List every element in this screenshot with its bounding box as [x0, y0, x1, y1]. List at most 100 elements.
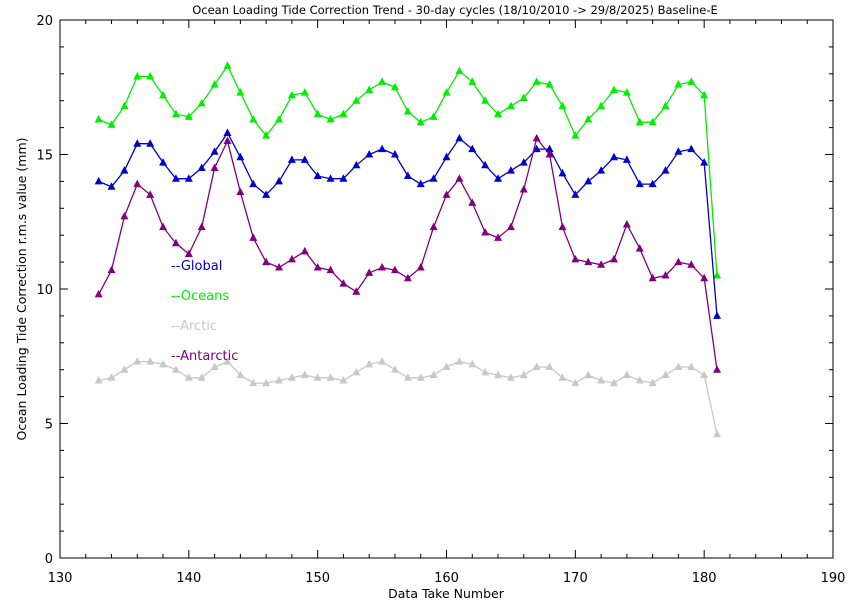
data-point-arctic: [262, 378, 271, 387]
x-tick-label: 180: [692, 571, 717, 586]
data-point-antarctic: [275, 262, 284, 271]
data-point-arctic: [223, 357, 232, 365]
data-point-oceans: [700, 90, 709, 99]
data-point-arctic: [159, 359, 168, 368]
data-point-arctic: [390, 365, 399, 373]
axis-ticks: 130 140 150 160 170 180 190 0 5 10 15 20: [36, 14, 845, 586]
data-point-arctic: [171, 365, 180, 373]
data-point-global: [365, 150, 374, 158]
data-point-oceans: [275, 115, 284, 123]
legend-item-oceans: --Oceans: [171, 289, 229, 304]
data-point-global: [687, 144, 696, 153]
data-point-arctic: [133, 357, 142, 365]
data-point-oceans: [584, 115, 593, 123]
data-point-global: [339, 174, 348, 182]
data-point-global: [519, 158, 528, 166]
data-point-arctic: [236, 370, 245, 379]
series-line-arctic: [98, 360, 718, 435]
data-point-antarctic: [210, 163, 219, 171]
y-tick-label: 10: [36, 283, 53, 298]
data-point-antarctic: [120, 211, 129, 220]
data-point-antarctic: [133, 179, 142, 188]
data-point-global: [648, 179, 657, 188]
data-point-antarctic: [571, 254, 580, 263]
data-point-oceans: [442, 88, 451, 96]
x-tick-label: 150: [305, 571, 330, 586]
data-point-oceans: [326, 115, 335, 123]
data-point-global: [249, 179, 258, 188]
data-point-oceans: [339, 109, 348, 118]
data-point-global: [571, 190, 580, 198]
data-point-antarctic: [300, 246, 309, 255]
data-point-global: [287, 155, 296, 163]
data-point-global: [275, 176, 284, 185]
data-point-oceans: [661, 101, 670, 110]
data-point-arctic: [365, 359, 374, 368]
data-point-arctic: [429, 370, 438, 379]
data-point-arctic: [713, 429, 722, 438]
data-point-global: [236, 152, 245, 161]
data-point-arctic: [403, 373, 412, 381]
data-point-antarctic: [532, 133, 541, 142]
data-point-global: [120, 166, 129, 174]
data-point-arctic: [442, 362, 451, 371]
data-point-arctic: [275, 375, 284, 384]
data-point-antarctic: [236, 187, 245, 196]
data-point-global: [416, 179, 425, 188]
data-point-global: [558, 168, 567, 177]
data-point-oceans: [545, 80, 554, 88]
y-tick-label: 5: [45, 418, 53, 433]
data-point-global: [455, 133, 464, 142]
data-point-antarctic: [107, 265, 116, 274]
data-point-global: [352, 160, 361, 169]
data-point-oceans: [133, 71, 142, 80]
data-point-oceans: [197, 98, 206, 107]
data-point-oceans: [416, 117, 425, 126]
data-point-arctic: [455, 357, 464, 365]
data-point-global: [197, 163, 206, 171]
data-point-antarctic: [197, 222, 206, 231]
data-point-antarctic: [403, 273, 412, 282]
data-point-global: [506, 166, 515, 174]
data-point-global: [442, 152, 451, 161]
data-point-antarctic: [390, 265, 399, 274]
data-point-oceans: [120, 101, 129, 110]
data-point-arctic: [519, 370, 528, 379]
data-point-antarctic: [597, 260, 606, 268]
data-point-oceans: [635, 117, 644, 126]
data-point-antarctic: [339, 279, 348, 287]
data-point-oceans: [287, 90, 296, 99]
data-point-arctic: [661, 370, 670, 379]
data-point-arctic: [700, 370, 709, 379]
data-point-arctic: [107, 373, 116, 381]
data-point-arctic: [648, 378, 657, 387]
data-point-global: [545, 144, 554, 153]
data-point-oceans: [184, 112, 193, 120]
data-point-oceans: [159, 90, 168, 99]
data-point-arctic: [481, 367, 490, 376]
series-arctic: [94, 357, 722, 438]
data-point-antarctic: [609, 254, 618, 263]
data-point-antarctic: [661, 271, 670, 279]
series-layer: [94, 61, 722, 438]
data-point-oceans: [571, 131, 580, 139]
data-point-antarctic: [622, 219, 631, 228]
data-point-arctic: [146, 357, 155, 365]
data-point-oceans: [494, 109, 503, 118]
data-point-arctic: [584, 370, 593, 379]
data-point-antarctic: [506, 222, 515, 231]
data-point-arctic: [687, 362, 696, 371]
data-point-antarctic: [635, 244, 644, 252]
data-point-arctic: [622, 370, 631, 379]
data-point-arctic: [352, 367, 361, 376]
data-point-antarctic: [648, 273, 657, 282]
y-axis-label: Ocean Loading Tide Correction r.m.s valu…: [14, 137, 29, 440]
data-point-oceans: [687, 77, 696, 85]
data-point-antarctic: [481, 228, 490, 236]
data-point-global: [481, 160, 490, 169]
data-point-global: [223, 128, 232, 136]
data-point-arctic: [197, 373, 206, 381]
data-point-antarctic: [352, 287, 361, 295]
data-point-antarctic: [223, 136, 232, 145]
data-point-global: [313, 171, 322, 180]
